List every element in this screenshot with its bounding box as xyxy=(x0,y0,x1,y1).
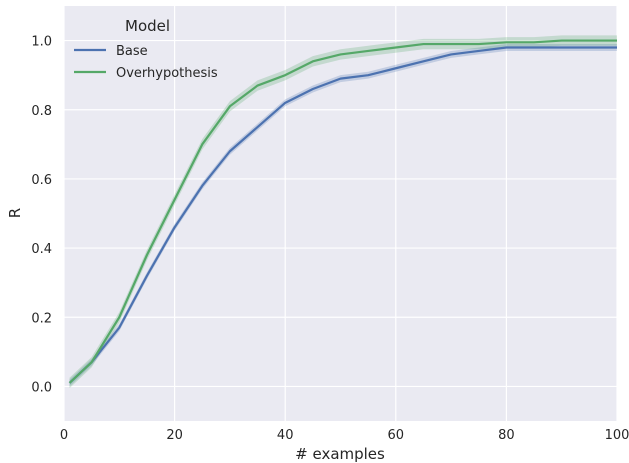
legend-label-overhypothesis: Overhypothesis xyxy=(116,66,218,81)
x-tick-label: 60 xyxy=(388,428,405,443)
y-tick-label: 0.8 xyxy=(31,104,52,119)
series-lines xyxy=(68,39,617,384)
x-tick-label: 0 xyxy=(60,428,68,443)
x-tick-label: 80 xyxy=(498,428,515,443)
y-tick-label: 0.0 xyxy=(31,380,52,395)
x-tick-label: 40 xyxy=(277,428,294,443)
series-line-overhypothesis xyxy=(68,39,617,384)
x-tick-label: 20 xyxy=(166,428,183,443)
plot-background xyxy=(64,6,617,421)
y-tick-label: 0.2 xyxy=(31,311,52,326)
y-tick-label: 0.6 xyxy=(31,173,52,188)
y-tick-label: 0.4 xyxy=(31,242,52,257)
legend-label-base: Base xyxy=(116,44,148,59)
x-tick-labels: 0 20 40 60 80 100 xyxy=(60,428,629,443)
series-line-base xyxy=(68,46,617,384)
x-axis-label: # examples xyxy=(295,445,385,463)
legend: Model Base Overhypothesis xyxy=(74,17,218,81)
y-tick-label: 1.0 xyxy=(31,35,52,50)
x-tick-label: 100 xyxy=(605,428,629,443)
legend-title: Model xyxy=(125,17,170,35)
y-tick-labels: 0.0 0.2 0.4 0.6 0.8 1.0 xyxy=(31,35,52,396)
y-axis-label: R xyxy=(6,208,24,218)
